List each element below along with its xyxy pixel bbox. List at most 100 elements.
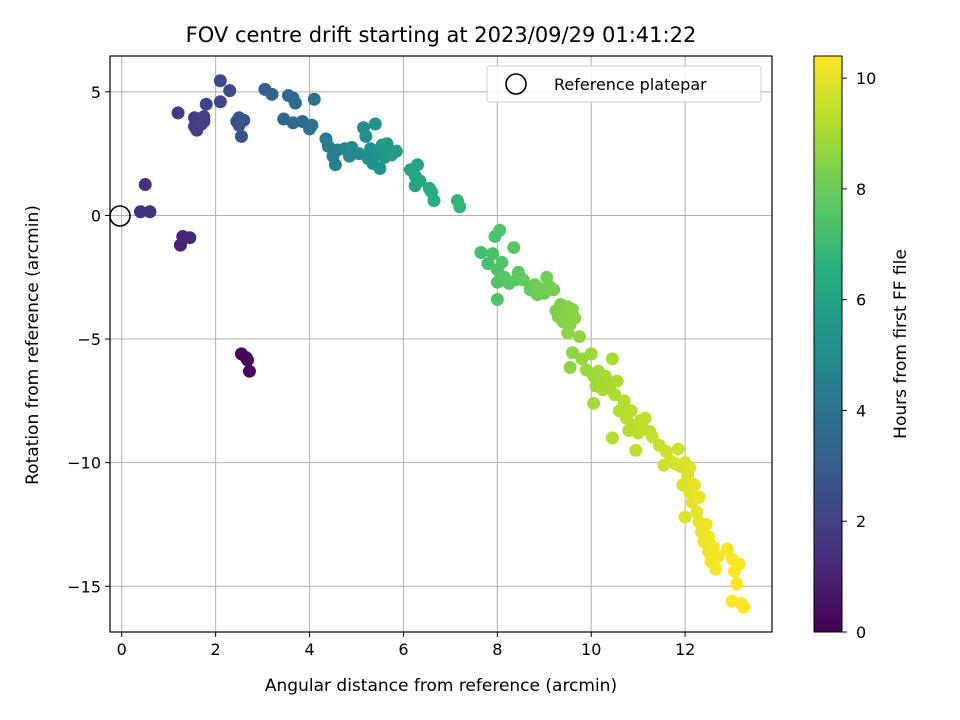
- data-point: [624, 404, 638, 418]
- data-point: [143, 205, 157, 219]
- data-point: [265, 87, 279, 101]
- data-point: [199, 97, 213, 111]
- data-point: [565, 346, 579, 360]
- colorbar-label: Hours from first FF file: [891, 249, 911, 439]
- x-tick-label: 4: [304, 640, 314, 659]
- data-point: [213, 74, 227, 88]
- data-point: [359, 129, 373, 143]
- colorbar-tick-label: 2: [856, 512, 866, 531]
- y-tick-label: −15: [67, 577, 101, 596]
- colorbar-tick-label: 0: [856, 623, 866, 642]
- reference-platepar-marker: [109, 205, 131, 227]
- data-point: [737, 600, 751, 614]
- data-point: [481, 257, 495, 271]
- data-point: [516, 273, 530, 287]
- data-point: [213, 95, 227, 109]
- data-point: [373, 161, 387, 175]
- data-point: [706, 540, 720, 554]
- data-point: [183, 231, 197, 245]
- data-point: [561, 326, 575, 340]
- colorbar-tick-label: 8: [856, 180, 866, 199]
- x-tick-label: 6: [398, 640, 408, 659]
- data-point: [671, 442, 685, 456]
- legend-marker-open-circle: [505, 73, 527, 95]
- data-point: [288, 96, 302, 110]
- data-point: [702, 530, 716, 544]
- data-point: [453, 200, 467, 214]
- data-point: [573, 330, 587, 344]
- x-axis-label: Angular distance from reference (arcmin): [265, 676, 617, 696]
- data-point: [493, 223, 507, 237]
- x-axis: 0 2 4 6 8 10 12: [117, 632, 695, 659]
- x-tick-label: 8: [492, 640, 502, 659]
- colorbar-tick-label: 6: [856, 291, 866, 310]
- legend: Reference platepar: [486, 65, 762, 103]
- colorbar-gradient: [813, 55, 843, 633]
- data-point: [678, 510, 692, 524]
- legend-box: [486, 65, 762, 103]
- data-point: [645, 430, 659, 444]
- data-point: [730, 577, 744, 591]
- data-point: [699, 517, 713, 531]
- data-point: [507, 241, 521, 255]
- data-point: [608, 388, 622, 402]
- data-point: [241, 353, 255, 367]
- data-point: [683, 461, 697, 475]
- data-point: [605, 431, 619, 445]
- y-axis-label: Rotation from reference (arcmin): [23, 205, 43, 485]
- y-axis: 5 0 −5 −10 −15: [67, 83, 110, 596]
- data-point: [134, 205, 148, 219]
- data-point: [411, 158, 425, 172]
- x-tick-label: 0: [117, 640, 127, 659]
- colorbar-tick-label: 10: [856, 69, 876, 88]
- data-point: [232, 118, 246, 132]
- data-point: [711, 550, 725, 564]
- data-point: [328, 158, 342, 172]
- data-point: [307, 92, 321, 106]
- data-point: [547, 283, 561, 297]
- data-point: [732, 557, 746, 571]
- data-point: [368, 117, 382, 131]
- data-point: [659, 445, 673, 459]
- data-point: [563, 360, 577, 374]
- data-point: [427, 194, 441, 208]
- data-point: [486, 247, 500, 261]
- colorbar-tick-label: 4: [856, 401, 866, 420]
- data-point: [692, 490, 706, 504]
- x-tick-label: 12: [675, 640, 695, 659]
- colorbar: 0 2 4 6 8 10 Hours from first FF file: [813, 55, 911, 642]
- data-point: [587, 396, 601, 410]
- data-point: [138, 178, 152, 192]
- y-tick-label: −10: [67, 454, 101, 473]
- data-point: [305, 118, 319, 132]
- data-point: [413, 174, 427, 188]
- data-point: [568, 311, 582, 325]
- data-point: [690, 505, 704, 519]
- data-point: [720, 542, 734, 556]
- scatter-points: [134, 74, 751, 614]
- data-point: [474, 246, 488, 260]
- data-point: [638, 411, 652, 425]
- x-tick-label: 2: [211, 640, 221, 659]
- data-point: [242, 364, 256, 378]
- data-point: [223, 84, 237, 98]
- plot-frame: [109, 55, 773, 633]
- data-point: [629, 443, 643, 457]
- legend-label: Reference platepar: [554, 75, 707, 94]
- data-point: [490, 293, 504, 307]
- data-point: [495, 255, 509, 269]
- data-point: [197, 110, 211, 124]
- y-tick-label: 5: [91, 83, 101, 102]
- data-point: [610, 374, 624, 388]
- x-tick-label: 10: [581, 640, 601, 659]
- grid-lines: [110, 56, 772, 632]
- data-point: [584, 347, 598, 361]
- data-point: [688, 478, 702, 492]
- y-tick-label: −5: [77, 330, 101, 349]
- data-point: [617, 394, 631, 408]
- data-point: [171, 106, 185, 120]
- data-point: [389, 144, 403, 158]
- y-tick-label: 0: [91, 206, 101, 225]
- data-point: [234, 129, 248, 143]
